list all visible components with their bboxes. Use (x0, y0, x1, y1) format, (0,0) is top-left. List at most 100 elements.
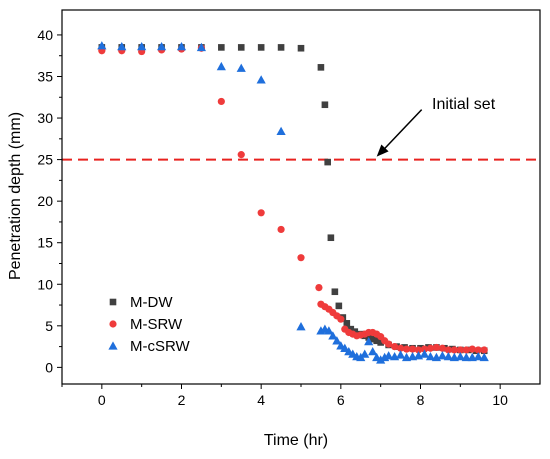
legend-marker-m-dw (109, 298, 117, 306)
data-point (324, 326, 334, 335)
data-point (347, 325, 355, 333)
data-point (364, 337, 374, 346)
data-point (217, 97, 225, 106)
data-point (256, 75, 266, 84)
legend: M-DW M-SRW M-cSRW (108, 294, 191, 355)
y-tick-label: 10 (37, 276, 53, 292)
data-point (216, 61, 226, 71)
data-point (414, 346, 423, 354)
x-tick-label: 10 (492, 392, 508, 408)
data-point (468, 345, 476, 353)
data-point (438, 344, 447, 352)
data-point (324, 158, 331, 166)
y-tick-label: 30 (37, 110, 53, 126)
data-point (420, 345, 429, 353)
data-point (462, 346, 470, 354)
y-tick-label: 0 (45, 359, 53, 375)
initial-set-annotation: Initial set (432, 96, 496, 113)
x-axis-title: Time (hr) (264, 432, 328, 449)
x-tick-label: 8 (417, 392, 425, 408)
data-point (321, 101, 329, 109)
data-point (480, 346, 488, 354)
data-point (368, 346, 378, 356)
data-point (328, 331, 338, 340)
data-point (443, 351, 453, 361)
y-axis-title: Penetration depth (mm) (7, 112, 24, 280)
axes: 0 2 4 6 8 10 0 5 10 15 20 25 30 35 40 (37, 9, 541, 408)
data-point (331, 288, 339, 296)
data-point (237, 151, 245, 159)
data-point (479, 352, 489, 362)
legend-marker-m-srw (109, 320, 117, 328)
data-point (315, 283, 323, 292)
data-point (456, 346, 464, 354)
data-point (340, 343, 350, 352)
legend-label-m-srw: M-SRW (130, 316, 183, 333)
legend-label-m-csrw: M-cSRW (130, 338, 191, 355)
data-point (257, 44, 265, 51)
y-tick-label: 15 (37, 235, 53, 251)
data-point (376, 355, 386, 364)
y-tick-label: 5 (45, 318, 53, 334)
data-point (369, 335, 376, 343)
data-point (332, 336, 342, 345)
data-point (408, 345, 417, 353)
data-point (455, 351, 465, 361)
series-m-csrw (97, 41, 489, 364)
x-tick-label: 2 (178, 392, 186, 408)
y-tick-label: 20 (37, 193, 53, 209)
annotation-arrow-shaft (382, 109, 423, 152)
data-point (473, 351, 483, 361)
data-point (176, 41, 187, 51)
annotation-arrow-head (376, 144, 389, 157)
data-point (450, 346, 458, 354)
plot-area (62, 41, 540, 364)
data-point (474, 346, 482, 354)
data-point (426, 344, 435, 352)
data-point (297, 44, 305, 52)
data-point (419, 349, 430, 358)
data-point (236, 63, 246, 72)
data-point (257, 209, 265, 217)
data-point (461, 352, 471, 362)
data-point (402, 345, 411, 353)
data-point (296, 322, 306, 331)
annotation-layer (376, 109, 423, 157)
y-tick-label: 35 (37, 68, 53, 84)
data-point (360, 349, 370, 358)
data-point (391, 343, 399, 351)
data-point (425, 351, 436, 361)
data-point (373, 337, 380, 345)
data-point (117, 41, 127, 51)
data-point (437, 351, 448, 360)
data-point (385, 340, 393, 348)
data-point (97, 41, 107, 50)
data-point (276, 126, 286, 136)
data-point (237, 44, 245, 51)
data-point (317, 64, 325, 71)
data-point (384, 351, 394, 360)
legend-label-m-dw: M-DW (130, 294, 173, 311)
data-point (432, 343, 441, 352)
data-point (327, 234, 335, 242)
y-tick-label: 25 (37, 152, 53, 168)
x-tick-label: 4 (257, 392, 265, 408)
x-tick-label: 0 (98, 392, 106, 408)
legend-marker-m-csrw (108, 341, 118, 350)
data-point (196, 42, 207, 52)
data-point (444, 346, 452, 354)
data-point (277, 44, 285, 51)
y-tick-label: 40 (37, 27, 53, 43)
data-point (395, 350, 406, 359)
data-point (396, 344, 405, 352)
data-point (297, 254, 305, 262)
x-tick-label: 6 (337, 392, 345, 408)
data-point (156, 41, 167, 51)
data-point (137, 41, 147, 51)
data-point (218, 44, 225, 51)
data-point (377, 339, 384, 346)
data-point (343, 320, 351, 327)
data-point (277, 225, 285, 234)
